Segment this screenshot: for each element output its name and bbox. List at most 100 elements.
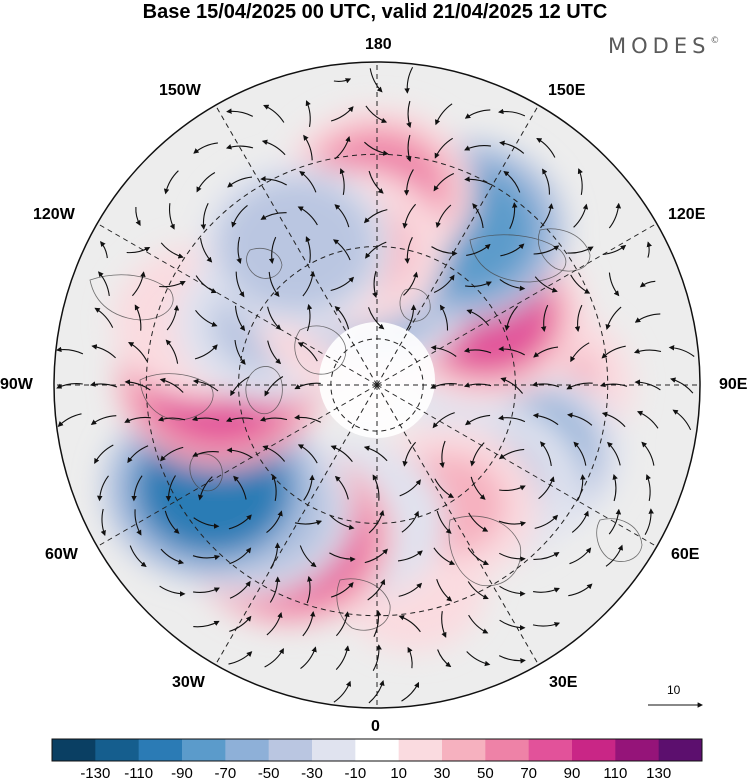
wind-vector <box>94 307 114 328</box>
wind-vector <box>226 108 254 117</box>
wind-vector <box>466 309 490 326</box>
wind-vector <box>365 241 387 259</box>
wind-vector <box>644 508 654 535</box>
wind-vector <box>373 610 382 638</box>
wind-vector <box>231 204 248 228</box>
map-title: Base 15/04/2025 00 UTC, valid 21/04/2025… <box>142 1 608 23</box>
wind-vector <box>540 203 554 229</box>
wind-vector <box>124 379 151 391</box>
wind-vector <box>401 681 419 702</box>
wind-vector <box>567 412 593 426</box>
wind-vector <box>260 175 287 186</box>
colorbar-tick: 30 <box>433 765 451 782</box>
wind-vector <box>634 379 661 391</box>
lon-label-0: 0 <box>371 718 380 735</box>
wind-vector <box>463 382 492 388</box>
wind-vector <box>534 276 558 293</box>
wind-vector <box>503 170 521 193</box>
brand-logo: MODES© <box>608 34 719 58</box>
wind-vector <box>268 236 277 264</box>
wind-vector <box>464 145 491 151</box>
wind-vector <box>601 411 626 428</box>
wind-vector <box>226 447 253 459</box>
wind-vector <box>536 137 556 158</box>
wind-vector <box>334 204 350 228</box>
wind-vector <box>330 582 354 598</box>
lon-label-60e: 60E <box>671 546 700 563</box>
lon-label-30w: 30W <box>172 674 205 691</box>
wind-vector <box>533 245 560 255</box>
wind-vector <box>368 509 385 534</box>
wind-vector <box>433 547 456 566</box>
wind-vector <box>330 106 354 122</box>
wind-vector <box>407 646 413 669</box>
colorbar-tick: -130 <box>80 765 111 782</box>
wind-vector <box>129 545 147 568</box>
lon-label-60w: 60W <box>45 546 78 563</box>
colorbar-swatch <box>52 739 96 761</box>
wind-vector <box>270 542 281 569</box>
wind-vector <box>268 271 280 297</box>
wind-vector <box>363 445 388 462</box>
wind-vector <box>193 620 220 628</box>
wind-vector <box>334 136 351 160</box>
wind-vector <box>191 415 220 422</box>
wind-vector <box>542 168 550 195</box>
wind-vector <box>91 344 116 359</box>
wind-vector <box>199 238 213 263</box>
wind-vector <box>607 441 621 466</box>
wind-vector <box>436 510 452 534</box>
wind-vector <box>433 274 455 294</box>
wind-vector <box>305 100 311 127</box>
wind-vector <box>56 382 83 389</box>
colorbar-swatch <box>312 739 356 761</box>
wind-vector <box>195 309 218 327</box>
wind-vector <box>531 381 560 388</box>
wind-vector <box>636 410 659 429</box>
wind-vector <box>434 137 453 159</box>
wind-vector <box>90 415 117 425</box>
wind-vector <box>464 109 491 119</box>
wind-vector <box>432 412 455 429</box>
wind-vector <box>433 172 455 192</box>
wind-vector <box>406 100 412 129</box>
wind-vector <box>100 508 106 537</box>
wind-vector <box>372 644 382 671</box>
wind-vector <box>399 479 421 497</box>
wind-vector <box>402 441 417 467</box>
lon-label-90w: 90W <box>0 376 33 393</box>
wind-vector <box>403 271 419 296</box>
wind-vector <box>229 615 252 632</box>
wind-vector <box>303 134 313 161</box>
wind-vector <box>335 611 350 637</box>
wind-vector <box>264 376 284 397</box>
wind-vector <box>404 67 414 94</box>
wind-vector <box>297 206 318 226</box>
wind-vector <box>269 576 281 603</box>
wind-vector <box>498 520 527 527</box>
wind-vector <box>193 142 218 154</box>
wind-vector <box>368 170 384 194</box>
wind-vector <box>577 168 583 196</box>
wind-vector <box>192 450 219 457</box>
wind-vector <box>498 655 526 664</box>
wind-vector <box>302 270 316 297</box>
wind-vector <box>267 306 282 331</box>
wind-vector <box>437 649 452 668</box>
wind-vector <box>605 306 622 330</box>
wind-vector <box>672 409 692 431</box>
wind-vector <box>94 444 114 464</box>
wind-vector <box>261 139 286 156</box>
wind-vector <box>299 545 317 568</box>
wind-vector <box>500 243 525 257</box>
wind-vector <box>404 236 413 264</box>
wind-vector <box>297 444 318 464</box>
wind-vector <box>464 176 491 185</box>
wind-vector <box>200 202 209 230</box>
wind-vector <box>229 547 252 565</box>
wind-vector <box>126 246 151 254</box>
wind-vector <box>197 476 213 501</box>
wind-vector <box>305 236 311 263</box>
colorbar-swatch <box>572 739 616 761</box>
wind-vector <box>335 645 350 670</box>
